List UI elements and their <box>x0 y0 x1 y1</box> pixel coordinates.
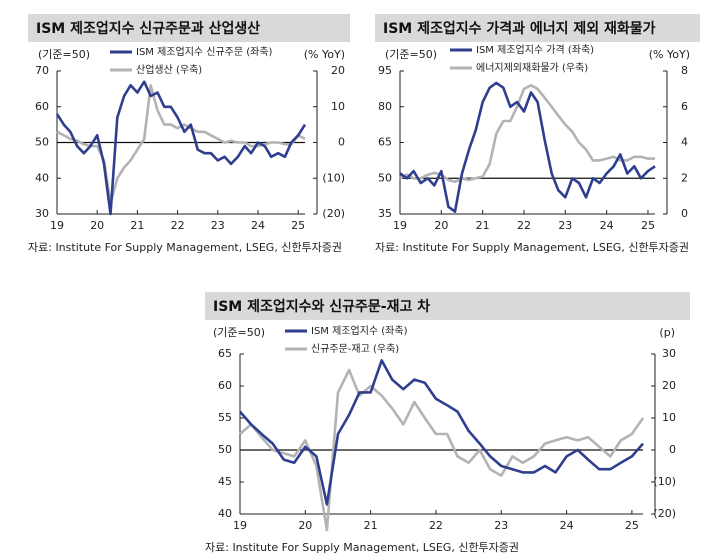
x-tick-label: 23 <box>558 219 572 232</box>
y-tick-label: 45 <box>218 475 232 488</box>
series-line <box>55 80 307 216</box>
x-tick-label: 25 <box>641 219 655 232</box>
y2-axis-label: (% YoY) <box>304 48 345 61</box>
x-tick-label: 24 <box>560 519 574 532</box>
y2-tick-label: (20) <box>322 207 345 220</box>
x-tick-label: 23 <box>494 519 508 532</box>
x-tick-label: 22 <box>517 219 531 232</box>
y2-tick-label: 6 <box>681 100 688 113</box>
y2-tick-label: 4 <box>681 136 688 149</box>
series-line <box>239 368 645 532</box>
x-tick-label: 23 <box>211 219 225 232</box>
x-tick-label: 20 <box>434 219 448 232</box>
legend-label: 산업생산 (우축) <box>136 63 202 76</box>
chart-title: ISM 제조업지수 가격과 에너지 제외 재화물가 <box>383 20 656 37</box>
title-bar <box>205 292 690 320</box>
chart-title: ISM 제조업지수와 신규주문-재고 차 <box>213 298 430 315</box>
y2-tick-label: 8 <box>681 64 688 77</box>
y2-axis-label: (p) <box>659 326 675 339</box>
x-tick-label: 24 <box>251 219 265 232</box>
y-tick-label: 50 <box>35 136 49 149</box>
y2-tick-label: 20 <box>662 379 676 392</box>
x-tick-label: 20 <box>298 519 312 532</box>
x-tick-label: 19 <box>233 519 247 532</box>
x-tick-label: 21 <box>130 219 144 232</box>
y2-tick-label: 30 <box>662 347 676 360</box>
y2-tick-label: (20) <box>653 507 676 520</box>
x-tick-label: 22 <box>171 219 185 232</box>
y-axis-label: (기준=50) <box>213 326 265 339</box>
y2-tick-label: 2 <box>681 171 688 184</box>
x-tick-label: 20 <box>90 219 104 232</box>
y-axis-label: (기준=50) <box>385 48 437 61</box>
y2-axis-label: (% YoY) <box>649 48 690 61</box>
y-tick-label: 35 <box>378 207 392 220</box>
x-tick-label: 25 <box>625 519 639 532</box>
y2-tick-label: 10 <box>662 411 676 424</box>
source-note: 자료: Institute For Supply Management, LSE… <box>205 541 519 554</box>
y2-tick-label: 20 <box>331 64 345 77</box>
y-tick-label: 40 <box>218 507 232 520</box>
x-tick-label: 21 <box>364 519 378 532</box>
y-tick-label: 50 <box>218 443 232 456</box>
x-tick-label: 21 <box>476 219 490 232</box>
title-bar <box>28 14 350 42</box>
series-line <box>399 81 656 213</box>
series-line <box>56 84 306 205</box>
source-note: 자료: Institute For Supply Management, LSE… <box>28 241 342 254</box>
title-bar <box>375 14 700 42</box>
y-tick-label: 65 <box>218 347 232 360</box>
legend-label: 에너지제외재화물가 (우축) <box>476 62 588 74</box>
y-tick-label: 80 <box>378 100 392 113</box>
y2-tick-label: (10) <box>653 475 676 488</box>
x-tick-label: 25 <box>291 219 305 232</box>
source-note: 자료: Institute For Supply Management, LSE… <box>375 241 689 254</box>
y-tick-label: 60 <box>218 379 232 392</box>
legend-label: ISM 제조업지수 (좌축) <box>311 324 408 337</box>
y-tick-label: 55 <box>218 411 232 424</box>
legend-label: 신규주문-재고 (우축) <box>311 343 399 355</box>
y2-tick-label: 0 <box>681 207 688 220</box>
y-axis-label: (기준=50) <box>38 48 90 61</box>
y-tick-label: 50 <box>378 171 392 184</box>
y2-tick-label: (10) <box>322 171 345 184</box>
y2-tick-label: 0 <box>669 443 676 456</box>
y-tick-label: 30 <box>35 207 49 220</box>
x-tick-label: 22 <box>429 519 443 532</box>
legend-label: ISM 제조업지수 가격 (좌축) <box>476 43 594 56</box>
x-tick-label: 19 <box>393 219 407 232</box>
y2-tick-label: 10 <box>331 100 345 113</box>
y-tick-label: 65 <box>378 136 392 149</box>
legend-label: ISM 제조업지수 신규주문 (좌축) <box>136 45 273 58</box>
y-tick-label: 95 <box>378 64 392 77</box>
chart-title: ISM 제조업지수 신규주문과 산업생산 <box>36 20 260 37</box>
x-tick-label: 19 <box>50 219 64 232</box>
series-line <box>239 359 644 506</box>
y-tick-label: 40 <box>35 171 49 184</box>
x-tick-label: 24 <box>600 219 614 232</box>
y-tick-label: 60 <box>35 100 49 113</box>
y2-tick-label: 0 <box>338 136 345 149</box>
y-tick-label: 70 <box>35 64 49 77</box>
